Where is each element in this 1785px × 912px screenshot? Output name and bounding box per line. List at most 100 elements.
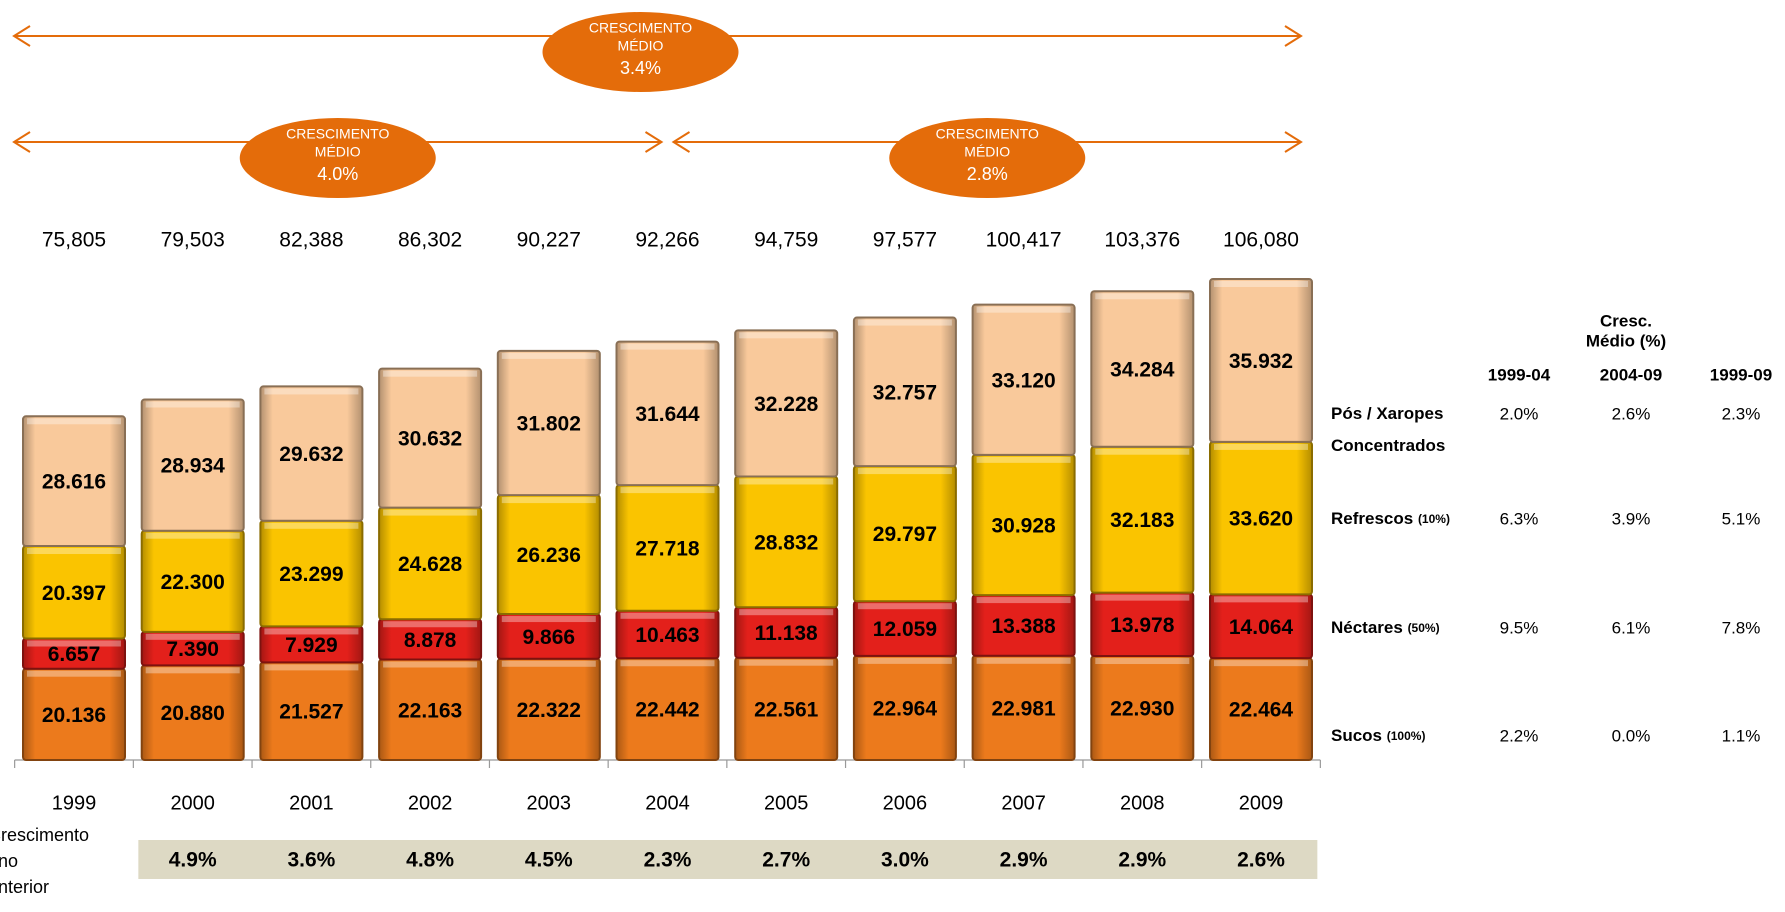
segment-label: 24.628: [398, 553, 463, 576]
bar-highlight: [264, 388, 359, 395]
segment-label: 29.797: [873, 523, 937, 546]
growth-band: [138, 840, 1318, 879]
bar-highlight: [739, 478, 834, 485]
total-label: 90,227: [517, 229, 581, 252]
table-column: 1999-04: [1488, 365, 1551, 384]
segment-label: 32.757: [873, 381, 937, 404]
segment-label: 27.718: [635, 538, 700, 561]
table-value: 3.9%: [1612, 509, 1651, 528]
growth-value: 3.0%: [881, 849, 929, 872]
total-label: 106,080: [1223, 229, 1299, 252]
segment-label: 22.442: [635, 699, 699, 722]
bar-segment: [496, 349, 601, 497]
segment-label: 34.284: [1110, 359, 1175, 382]
table-value: 0.0%: [1612, 726, 1651, 745]
segment-label: 14.064: [1229, 616, 1294, 639]
bar-highlight: [739, 332, 834, 339]
table-value: 6.1%: [1612, 618, 1651, 637]
annotation-label: MÉDIO: [618, 38, 664, 54]
total-label: 82,388: [279, 229, 343, 252]
bar-highlight: [264, 522, 359, 529]
bar-highlight: [857, 603, 952, 610]
bar-highlight: [976, 456, 1071, 463]
bar-highlight: [501, 497, 596, 504]
annotation-label: CRESCIMENTO: [286, 126, 389, 142]
bar-highlight: [27, 418, 121, 425]
bar-highlight: [383, 621, 478, 628]
annotation-bubble: [239, 118, 436, 198]
segment-label: 32.228: [754, 393, 819, 416]
bar-highlight: [857, 657, 952, 664]
x-tick-label: 2005: [764, 792, 809, 814]
bar-segment: [140, 398, 245, 532]
growth-value: 2.9%: [1118, 849, 1166, 872]
annotation-label: MÉDIO: [964, 144, 1010, 160]
bar-highlight: [145, 532, 240, 539]
growth-value: 3.6%: [287, 849, 335, 872]
segment-label: 26.236: [517, 544, 581, 567]
x-tick-label: 2006: [883, 792, 928, 814]
annotation-bubble: [889, 118, 1086, 198]
segment-label: 10.463: [635, 624, 699, 647]
total-label: 100,417: [986, 229, 1062, 252]
segment-label: 30.632: [398, 428, 462, 451]
growth-title: anterior: [0, 877, 49, 897]
bar-highlight: [264, 628, 359, 635]
table-value: 2.0%: [1500, 404, 1539, 423]
bar-highlight: [145, 633, 240, 640]
legend-label: Néctares (50%): [1331, 618, 1440, 637]
bar-highlight: [27, 548, 121, 555]
segment-label: 6.657: [48, 643, 101, 666]
segment-label: 20.397: [42, 582, 106, 605]
growth-value: 2.7%: [762, 849, 810, 872]
segment-label: 20.136: [42, 704, 106, 727]
bar-highlight: [264, 664, 359, 671]
bar-highlight: [501, 616, 596, 623]
growth-title: ano: [0, 851, 18, 871]
table-column: 1999-09: [1710, 365, 1772, 384]
annotation-value: 2.8%: [967, 164, 1008, 184]
legend-label: Pós / Xaropes Concentrados: [1331, 404, 1445, 455]
segment-label: 31.644: [635, 403, 700, 426]
bar-highlight: [857, 319, 952, 326]
segment-label: 22.322: [517, 699, 581, 722]
segment-label: 32.183: [1110, 509, 1174, 532]
legend-label: Refrescos (10%): [1331, 509, 1450, 528]
segment-label: 22.163: [398, 699, 462, 722]
bar-highlight: [1214, 596, 1308, 603]
segment-label: 8.878: [404, 629, 457, 652]
total-label: 97,577: [873, 229, 937, 252]
bar-segment: [852, 316, 957, 468]
table-title: Cresc.: [1600, 311, 1652, 330]
segment-label: 22.464: [1229, 699, 1294, 722]
table-value: 2.6%: [1612, 404, 1651, 423]
bar-highlight: [145, 667, 240, 674]
segment-label: 29.632: [279, 443, 343, 466]
segment-label: 28.934: [161, 455, 226, 478]
total-label: 75,805: [42, 229, 106, 252]
segment-label: 30.928: [991, 515, 1056, 538]
arrow-head: [12, 131, 31, 153]
bar-highlight: [620, 343, 715, 350]
bar-highlight: [1095, 293, 1190, 300]
segment-label: 28.832: [754, 531, 818, 554]
segment-label: 9.866: [523, 626, 576, 649]
growth-value: 2.6%: [1237, 849, 1285, 872]
bar-highlight: [27, 670, 121, 677]
bar-highlight: [620, 660, 715, 667]
x-tick-label: 2003: [527, 792, 572, 814]
x-tick-label: 2008: [1120, 792, 1165, 814]
segment-label: 35.932: [1229, 350, 1293, 373]
segment-label: 22.300: [161, 571, 225, 594]
annotation-label: CRESCIMENTO: [936, 126, 1039, 142]
segment-label: 22.561: [754, 698, 819, 721]
annotation-label: MÉDIO: [315, 144, 361, 160]
bar-highlight: [620, 612, 715, 619]
growth-value: 4.9%: [169, 849, 217, 872]
total-label: 94,759: [754, 229, 818, 252]
x-tick-label: 2009: [1239, 792, 1284, 814]
bar-highlight: [501, 660, 596, 667]
segment-label: 23.299: [279, 563, 343, 586]
